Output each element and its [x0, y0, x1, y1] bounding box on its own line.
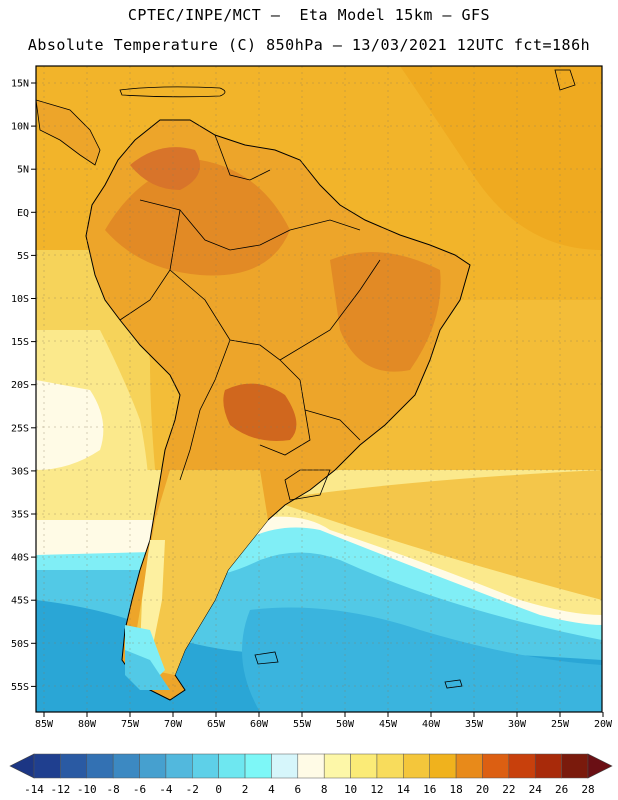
lat-label: 15S	[11, 337, 29, 348]
colorbar-label: 16	[423, 783, 436, 796]
lon-label: 70W	[164, 719, 183, 730]
land-hot-northeast	[330, 252, 441, 372]
lon-label: 60W	[250, 719, 269, 730]
colorbar-arrow-left	[9, 753, 35, 779]
colorbar-swatch	[271, 753, 299, 779]
lat-label: 55S	[11, 682, 29, 693]
colorbar-label: -10	[77, 783, 97, 796]
map-field	[36, 66, 602, 712]
lat-label: 10S	[11, 294, 29, 305]
colorbar-label: 10	[344, 783, 357, 796]
andes-cold	[140, 540, 165, 650]
colorbar-label: -8	[107, 783, 120, 796]
lon-label: 30W	[508, 719, 527, 730]
lat-label: 25S	[11, 423, 29, 434]
lon-label: 65W	[207, 719, 226, 730]
latitude-axis: 15N 10N 5N EQ 5S 10S 15S 20S 25S 30S 35S 40S 45S 50S 5…	[11, 79, 36, 693]
colorbar-label: 28	[581, 783, 594, 796]
colorbar-swatch	[534, 753, 562, 779]
colorbar-label: -14	[24, 783, 44, 796]
lat-label: 5N	[17, 165, 29, 176]
colorbar-swatch	[429, 753, 457, 779]
lon-label: 50W	[336, 719, 355, 730]
land-hot-amazon	[105, 160, 290, 276]
lat-label: 35S	[11, 510, 29, 521]
country-borders	[119, 134, 381, 501]
lat-label: EQ	[17, 208, 29, 219]
colorbar-swatch	[403, 753, 430, 779]
colorbar-label: 22	[502, 783, 515, 796]
lat-label: 10N	[11, 122, 29, 133]
colorbar-swatch	[165, 753, 193, 779]
land-hottest-chaco	[223, 383, 297, 441]
colorbar-label: 20	[476, 783, 489, 796]
colorbar-label: 18	[449, 783, 462, 796]
colorbar-label: 0	[215, 783, 222, 796]
colorbar-arrow-right	[587, 753, 613, 779]
lon-label: 85W	[35, 719, 54, 730]
colorbar-label: -2	[186, 783, 199, 796]
colorbar-swatch	[482, 753, 510, 779]
lat-label: 50S	[11, 639, 29, 650]
lon-label: 40W	[422, 719, 441, 730]
colorbar-label: -12	[50, 783, 70, 796]
colorbar-swatch	[218, 753, 246, 779]
land-patagonia	[135, 470, 268, 675]
lon-label: 25W	[551, 719, 570, 730]
lat-label: 40S	[11, 553, 29, 564]
colorbar-label: 8	[321, 783, 328, 796]
colorbar-label: -4	[159, 783, 173, 796]
colorbar-swatch	[297, 753, 325, 779]
lat-label: 15N	[11, 79, 29, 90]
colorbar-label: 4	[268, 783, 275, 796]
colorbar-swatch	[86, 753, 114, 779]
colorbar-swatch	[33, 753, 61, 779]
colorbar-label: 26	[555, 783, 568, 796]
colorbar-swatch	[350, 753, 378, 779]
lon-label: 75W	[121, 719, 140, 730]
falkland-islands	[254, 651, 279, 665]
lat-label: 5S	[17, 251, 29, 262]
colorbar-swatch	[323, 753, 351, 779]
colorbar-swatch	[455, 753, 483, 779]
colorbar-swatch	[561, 753, 589, 779]
lon-label: 80W	[78, 719, 97, 730]
map-title-variable: Absolute Temperature (C) 850hPa – 13/03/…	[27, 36, 591, 54]
colorbar-swatch	[244, 753, 272, 779]
colorbar-label: 14	[397, 783, 411, 796]
longitude-axis: 85W 80W 75W 70W 65W 60W 55W 50W 45W 40W 35W 30W 25W 2…	[35, 712, 613, 730]
ocean-south-warm	[270, 470, 602, 600]
caribbean-islands	[119, 86, 226, 98]
ocean-warm-ne	[400, 66, 602, 250]
colorbar-label: 2	[242, 783, 249, 796]
colorbar-label: 6	[294, 783, 301, 796]
ocean-pacific-pale	[36, 380, 104, 470]
lat-label: 20S	[11, 380, 29, 391]
colorbar-label: -6	[133, 783, 146, 796]
colorbar-swatch	[192, 753, 219, 779]
lon-label: 45W	[379, 719, 398, 730]
colorbar-label: 12	[370, 783, 383, 796]
colorbar-swatch	[112, 753, 140, 779]
land-hot-north	[130, 147, 200, 190]
lat-label: 30S	[11, 466, 29, 477]
colorbar: -14 -12 -10 -8 -6 -4 -2 0 2 4 6 8 10 12 14 16 18 20 22 24 26…	[9, 753, 613, 796]
colorbar-swatch	[376, 753, 404, 779]
colorbar-label: 24	[529, 783, 543, 796]
colorbar-swatch	[60, 753, 88, 779]
lon-label: 20W	[594, 719, 613, 730]
island-ne	[554, 69, 576, 91]
lon-label: 35W	[465, 719, 484, 730]
central-america-land	[36, 99, 101, 166]
map-frame	[35, 65, 603, 713]
tierra-fuego-south	[125, 650, 170, 690]
colorbar-swatch	[139, 753, 167, 779]
graticule	[36, 66, 602, 712]
lon-label: 55W	[293, 719, 312, 730]
lat-label: 45S	[11, 596, 29, 607]
map-title-model: CPTEC/INPE/MCT – Eta Model 15km – GFS	[127, 6, 491, 24]
colorbar-swatch	[508, 753, 536, 779]
